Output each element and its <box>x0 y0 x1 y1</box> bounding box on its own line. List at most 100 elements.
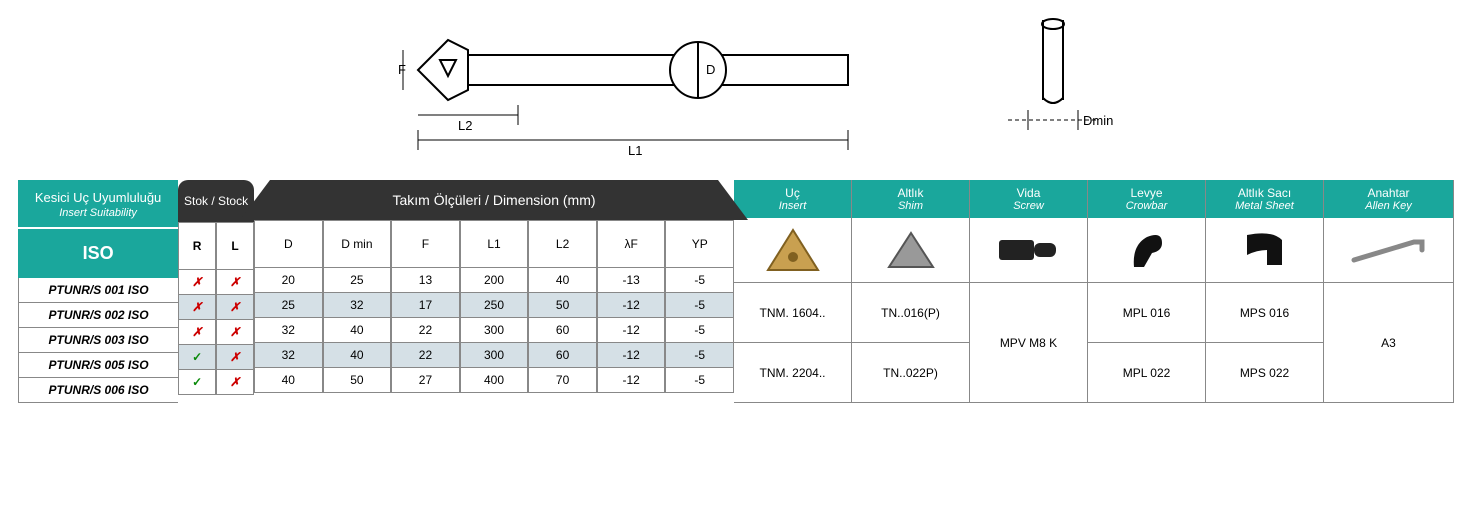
part-screw: VidaScrew MPV M8 K <box>970 180 1088 403</box>
label-l1: L1 <box>628 143 642 158</box>
dim-cell: 400 <box>460 368 529 393</box>
dimension-block: Takım Ölçüleri / Dimension (mm) D D min … <box>254 180 734 403</box>
part-insert: UçInsert TNM. 1604.. TNM. 2204.. <box>734 180 852 403</box>
col-l1: L1 <box>460 220 529 268</box>
dim-cell: 60 <box>528 343 597 368</box>
dim-row: 32402230060-12-5 <box>254 343 734 368</box>
shim-icon <box>852 218 969 283</box>
iso-row-list: PTUNR/S 001 ISO PTUNR/S 002 ISO PTUNR/S … <box>18 278 178 403</box>
dim-cell: 22 <box>391 318 460 343</box>
dim-cell: 60 <box>528 318 597 343</box>
dim-cell: 25 <box>254 293 323 318</box>
stock-header: Stok / Stock <box>178 180 254 222</box>
col-d: D <box>254 220 323 268</box>
stock-l-cell: ✗ <box>216 295 254 320</box>
crowbar-val: MPL 022 <box>1088 343 1205 403</box>
key-val: A3 <box>1324 283 1453 403</box>
dim-row: 40502740070-12-5 <box>254 368 734 393</box>
iso-row: PTUNR/S 001 ISO <box>19 278 178 303</box>
crowbar-val: MPL 016 <box>1088 283 1205 343</box>
dim-cell: 13 <box>391 268 460 293</box>
screw-val: MPV M8 K <box>970 283 1087 403</box>
part-key: AnahtarAllen Key A3 <box>1324 180 1454 403</box>
dim-cell: -12 <box>597 318 666 343</box>
dim-cell: 32 <box>254 343 323 368</box>
dim-cell: 25 <box>323 268 392 293</box>
shim-val: TN..022P) <box>852 343 969 403</box>
part-sheet: Altlık SacıMetal Sheet MPS 016 MPS 022 <box>1206 180 1324 403</box>
col-yp: YP <box>665 220 734 268</box>
dim-cell: 20 <box>254 268 323 293</box>
dim-cell: 250 <box>460 293 529 318</box>
dim-row: 32402230060-12-5 <box>254 318 734 343</box>
iso-column: Kesici Uç Uyumluluğu Insert Suitability … <box>18 180 178 403</box>
dim-cell: 32 <box>323 293 392 318</box>
label-f: F <box>398 62 406 77</box>
suitability-header: Kesici Uç Uyumluluğu Insert Suitability <box>18 180 178 229</box>
parts-block: UçInsert TNM. 1604.. TNM. 2204.. AltlıkS… <box>734 180 1454 403</box>
label-l2: L2 <box>458 118 472 133</box>
dim-cell: -5 <box>665 368 734 393</box>
dim-cell: 40 <box>323 343 392 368</box>
sheet-val: MPS 016 <box>1206 283 1323 343</box>
dim-row: 25321725050-12-5 <box>254 293 734 318</box>
dim-cell: 17 <box>391 293 460 318</box>
crowbar-icon <box>1088 218 1205 283</box>
iso-standard: ISO <box>18 229 178 278</box>
label-d: D <box>706 62 715 77</box>
col-dmin: D min <box>323 220 392 268</box>
stock-l-header: L <box>216 222 254 270</box>
col-l2: L2 <box>528 220 597 268</box>
stock-r-cell: ✓ <box>178 345 216 370</box>
insert-icon <box>734 218 851 283</box>
suitability-en: Insert Suitability <box>22 207 174 219</box>
stock-l-cell: ✗ <box>216 320 254 345</box>
dim-cell: -12 <box>597 343 666 368</box>
dim-cell: 70 <box>528 368 597 393</box>
screw-icon <box>970 218 1087 283</box>
col-f: F <box>391 220 460 268</box>
dim-cell: -12 <box>597 293 666 318</box>
stock-l-cell: ✗ <box>216 270 254 295</box>
stock-r-cell: ✗ <box>178 320 216 345</box>
dim-cell: -5 <box>665 318 734 343</box>
dim-cell: 40 <box>254 368 323 393</box>
stock-r-cell: ✓ <box>178 370 216 395</box>
dim-cell: 22 <box>391 343 460 368</box>
sheet-icon <box>1206 218 1323 283</box>
iso-row: PTUNR/S 006 ISO <box>19 378 178 403</box>
spec-table: Kesici Uç Uyumluluğu Insert Suitability … <box>18 180 1454 403</box>
suitability-tr: Kesici Uç Uyumluluğu <box>35 190 161 205</box>
dim-row: 20251320040-13-5 <box>254 268 734 293</box>
stock-column: Stok / Stock R L ✗ ✗ ✗ ✓ ✓ ✗ ✗ ✗ ✗ ✗ <box>178 180 254 403</box>
tool-drawing-side: Dmin <box>988 10 1148 160</box>
label-dmin: Dmin <box>1083 113 1113 128</box>
dim-cell: 40 <box>528 268 597 293</box>
dim-cell: 50 <box>323 368 392 393</box>
insert-val: TNM. 1604.. <box>734 283 851 343</box>
sheet-val: MPS 022 <box>1206 343 1323 403</box>
dim-cell: -5 <box>665 343 734 368</box>
iso-row: PTUNR/S 002 ISO <box>19 303 178 328</box>
dimension-subheader: D D min F L1 L2 λF YP <box>254 220 734 268</box>
dim-cell: -13 <box>597 268 666 293</box>
iso-row: PTUNR/S 005 ISO <box>19 353 178 378</box>
dim-cell: 40 <box>323 318 392 343</box>
dim-cell: 300 <box>460 318 529 343</box>
part-shim: AltlıkShim TN..016(P) TN..022P) <box>852 180 970 403</box>
stock-r-header: R <box>178 222 216 270</box>
insert-val: TNM. 2204.. <box>734 343 851 403</box>
technical-diagram: F L2 D L1 Dmin <box>18 10 1454 160</box>
col-lf: λF <box>597 220 666 268</box>
shim-val: TN..016(P) <box>852 283 969 343</box>
stock-r-cell: ✗ <box>178 270 216 295</box>
stock-r-cell: ✗ <box>178 295 216 320</box>
stock-l-cell: ✗ <box>216 370 254 395</box>
dim-cell: 32 <box>254 318 323 343</box>
dim-cell: -12 <box>597 368 666 393</box>
dim-cell: 27 <box>391 368 460 393</box>
dim-cell: 50 <box>528 293 597 318</box>
part-crowbar: LevyeCrowbar MPL 016 MPL 022 <box>1088 180 1206 403</box>
iso-row: PTUNR/S 003 ISO <box>19 328 178 353</box>
dim-cell: -5 <box>665 293 734 318</box>
